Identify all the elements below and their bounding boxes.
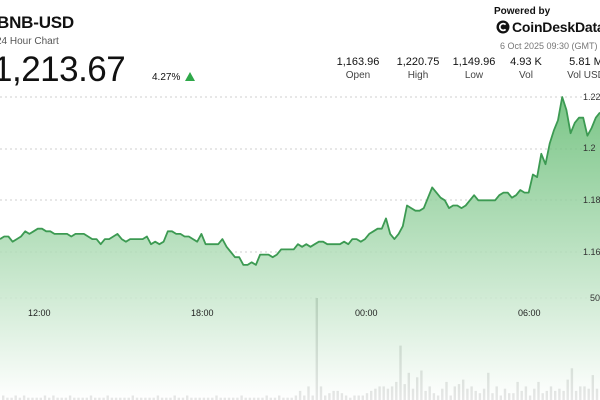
y-axis-ticks: 1.16 1.18 1.2 1.22 50 [583,92,600,303]
y-tick-label: 1.22 [583,92,600,102]
chart-subtitle: 24 Hour Chart [0,36,59,47]
price-area [0,96,600,400]
y-tick-label: 1.2 [583,143,596,153]
stat-vol-usd: 5.81 M Vol USD [556,56,600,81]
x-tick-label: 00:00 [355,308,378,318]
stat-label: Vol [519,70,533,81]
stat-high: 1,220.75 High [388,56,448,81]
coindesk-logo-icon [496,20,510,34]
x-axis-ticks: 12:00 18:00 00:00 06:00 [28,308,541,318]
stat-value: 1,149.96 [452,56,496,68]
up-arrow-icon [185,72,195,81]
y-tick-label: 1.16 [583,247,600,257]
stat-vol: 4.93 K Vol [496,56,556,81]
price-area-fill [0,97,600,400]
y-tick-label: 1.18 [583,195,600,205]
volume-tick-label: 50 [590,293,600,303]
x-tick-label: 06:00 [518,308,541,318]
stat-low: 1,149.96 Low [444,56,504,81]
price-change-percent: 4.27% [152,72,181,83]
price-line [0,96,600,266]
stat-value: 4.93 K [510,56,542,68]
stat-value: 1,220.75 [396,56,440,68]
chart-title: BNB-USD [0,13,74,32]
powered-by-label: Powered by [494,6,551,17]
current-price: 1,213.67 [0,50,126,89]
stat-value: 1,163.96 [336,56,380,68]
chart-datetime: 6 Oct 2025 09:30 (GMT) [500,41,598,51]
stat-open: 1,163.96 Open [328,56,388,81]
brand-logo-link[interactable]: CoinDeskData [496,19,600,35]
x-tick-label: 12:00 [28,308,51,318]
stat-label: Vol USD [567,70,600,81]
stat-label: Open [345,70,371,81]
x-tick-label: 18:00 [191,308,214,318]
stat-label: High [407,70,429,81]
stat-label: Low [464,70,484,81]
brand-name: CoinDeskData [512,19,600,35]
stat-value: 5.81 M [569,56,600,68]
